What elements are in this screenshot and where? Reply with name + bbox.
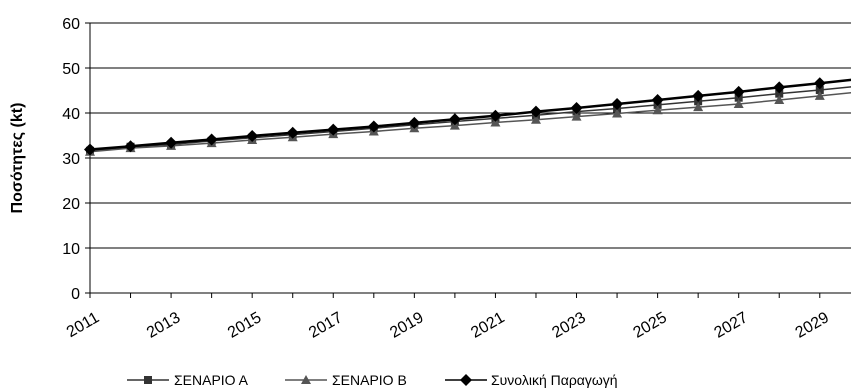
- data-point: [611, 98, 624, 110]
- data-point: [733, 99, 744, 108]
- y-tick-label: 30: [62, 151, 80, 168]
- data-point: [652, 105, 663, 115]
- data-point: [124, 140, 137, 153]
- legend-label: Συνολική Παραγωγή: [491, 372, 618, 388]
- legend-marker: [144, 376, 152, 384]
- x-tick-label: 2029: [793, 309, 832, 342]
- data-point: [408, 116, 421, 129]
- y-axis-ticks: 0 10 20 30 40 50 60: [62, 16, 90, 303]
- x-axis-ticks: 2011 2013 2015 2017 2019 2021 2023 2025 2027 2029: [64, 293, 832, 342]
- x-tick-label: 2011: [64, 309, 102, 341]
- y-axis-title: Ποσότητες (kt): [9, 103, 26, 214]
- data-point: [815, 86, 824, 95]
- data-point: [773, 81, 786, 94]
- x-tick-label: 2015: [225, 309, 264, 342]
- data-point: [246, 129, 259, 142]
- data-point: [327, 123, 340, 136]
- data-point: [367, 120, 380, 133]
- data-point: [490, 117, 501, 127]
- series-line: [89, 92, 851, 153]
- data-point: [775, 89, 784, 98]
- y-tick-label: 10: [62, 241, 80, 258]
- data-point: [530, 114, 541, 124]
- y-tick-label: 0: [71, 286, 80, 303]
- data-point: [489, 109, 502, 122]
- data-point: [732, 85, 745, 98]
- data-point: [692, 89, 705, 102]
- legend-marker: [301, 375, 311, 384]
- y-tick-label: 50: [62, 61, 80, 78]
- data-point: [612, 108, 623, 118]
- legend: ΣΕΝΑΡΙΟ Α ΣΕΝΑΡΙΟ Β Συνολική Παραγωγή: [127, 372, 618, 388]
- data-point: [693, 102, 704, 112]
- data-point: [205, 133, 218, 146]
- x-tick-label: 2021: [468, 309, 507, 342]
- legend-label: ΣΕΝΑΡΙΟ Α: [174, 372, 249, 388]
- data-point: [165, 136, 178, 149]
- series-3: [84, 77, 851, 156]
- y-tick-label: 20: [62, 196, 80, 213]
- series-line: [89, 86, 851, 152]
- data-point: [448, 113, 461, 126]
- gridlines: [90, 22, 851, 249]
- data-point: [529, 105, 542, 118]
- data-point: [814, 90, 825, 100]
- data-point: [813, 77, 826, 90]
- x-tick-label: 2019: [387, 309, 426, 342]
- data-point: [286, 126, 299, 139]
- legend-item: ΣΕΝΑΡΙΟ Α: [127, 372, 249, 388]
- data-point: [651, 93, 664, 106]
- legend-marker: [460, 374, 472, 386]
- x-tick-label: 2017: [306, 309, 345, 342]
- legend-item: Συνολική Παραγωγή: [445, 372, 618, 388]
- legend-item: ΣΕΝΑΡΙΟ Β: [285, 372, 407, 388]
- plot-area: [84, 77, 851, 156]
- data-point: [84, 143, 96, 156]
- x-tick-label: 2013: [144, 309, 183, 342]
- series-line: [89, 78, 851, 151]
- data-point: [570, 102, 583, 115]
- x-tick-label: 2025: [630, 309, 669, 342]
- x-tick-label: 2023: [549, 309, 588, 342]
- y-tick-label: 40: [62, 106, 80, 123]
- data-point: [774, 94, 785, 104]
- legend-label: ΣΕΝΑΡΙΟ Β: [332, 372, 407, 388]
- data-point: [571, 111, 582, 121]
- x-tick-label: 2027: [712, 309, 751, 342]
- y-tick-label: 60: [62, 16, 80, 33]
